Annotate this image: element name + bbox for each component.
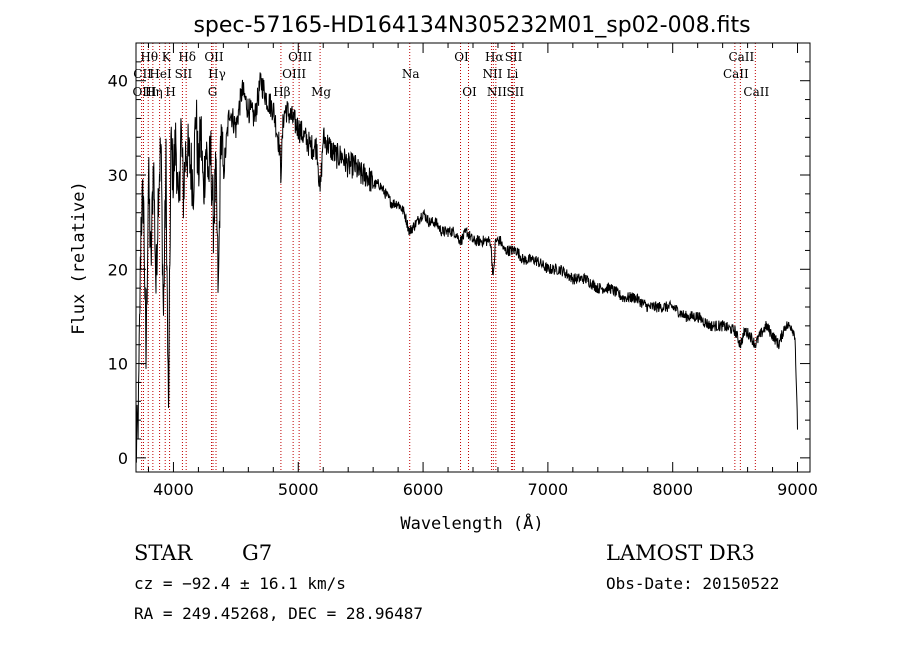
y-tick-label: 40: [108, 72, 128, 91]
coordinates-info: RA = 249.45268, DEC = 28.96487: [134, 604, 423, 623]
plot-frame: [135, 42, 811, 473]
line-label-5: K: [162, 50, 172, 64]
y-tick-label: 30: [108, 166, 128, 185]
redshift-info: cz = −92.4 ± 16.1 km/s: [134, 574, 346, 593]
line-label-14: OIII: [288, 50, 312, 64]
survey-name: LAMOST DR3: [606, 541, 755, 565]
x-axis-label: Wavelength (Å): [400, 512, 543, 534]
emission-lines-layer: [141, 43, 756, 472]
observation-date: Obs-Date: 20150522: [606, 574, 779, 593]
line-label-27: CaII: [743, 85, 769, 99]
line-label-3: Hη: [145, 85, 163, 99]
line-label-4: HeI: [149, 67, 172, 81]
line-label-18: OI: [462, 85, 477, 99]
line-label-16: Na: [402, 67, 420, 81]
axis-ticks-layer: 4000 5000 6000 7000 8000 9000 0 10 20 30 40: [108, 43, 818, 499]
line-label-0: Hθ: [140, 50, 158, 64]
line-label-22: SII: [505, 50, 523, 64]
x-tick-label: 9000: [777, 480, 818, 499]
line-label-2: OIII: [132, 85, 156, 99]
line-label-1: CII: [133, 67, 152, 81]
line-label-7: SII: [175, 67, 193, 81]
x-tick-label: 8000: [652, 480, 693, 499]
line-label-6: H: [165, 85, 175, 99]
y-axis-label: Flux (relative): [69, 181, 89, 335]
line-label-12: Hβ: [273, 85, 290, 99]
line-label-17: OI: [454, 50, 469, 64]
line-label-25: CaII: [728, 50, 754, 64]
x-tick-label: 5000: [278, 480, 319, 499]
line-label-10: Hγ: [208, 67, 226, 81]
line-label-23: Li: [507, 67, 519, 81]
line-label-8: Hδ: [178, 50, 196, 64]
line-label-20: NII: [482, 67, 502, 81]
line-label-13: OIII: [282, 67, 306, 81]
chart-title: spec-57165-HD164134N305232M01_sp02-008.f…: [193, 13, 750, 38]
line-label-11: G: [208, 85, 218, 99]
line-label-26: CaII: [723, 67, 749, 81]
x-tick-label: 4000: [153, 480, 194, 499]
spectrum-line: [135, 72, 798, 463]
line-label-24: SII: [506, 85, 524, 99]
object-subclass: G7: [242, 541, 272, 565]
y-tick-label: 10: [108, 355, 128, 374]
line-label-21: NII: [487, 85, 507, 99]
x-tick-label: 6000: [403, 480, 444, 499]
y-tick-label: 0: [118, 449, 128, 468]
line-label-9: OII: [204, 50, 224, 64]
line-label-19: Hα: [485, 50, 504, 64]
line-label-15: Mg: [311, 85, 331, 99]
object-class: STAR: [134, 541, 193, 565]
y-tick-label: 20: [108, 260, 128, 279]
x-tick-label: 7000: [528, 480, 569, 499]
